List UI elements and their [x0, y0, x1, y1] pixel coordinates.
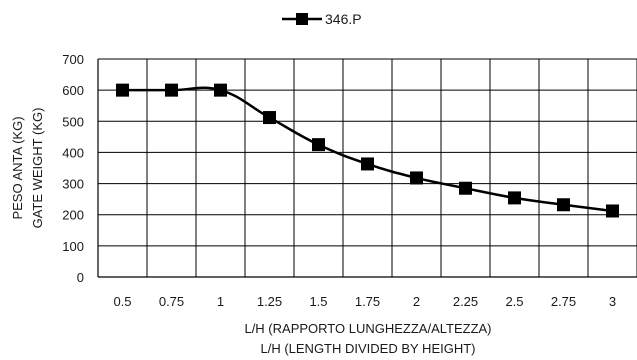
data-point-marker: [606, 204, 619, 218]
x-tick-label: 0.5: [113, 294, 131, 309]
y-tick-label: 200: [62, 208, 84, 223]
data-point-marker: [410, 171, 423, 185]
legend-marker-swatch: [296, 13, 308, 25]
x-axis-title-line2: L/H (LENGTH DIVIDED BY HEIGHT): [260, 341, 475, 356]
y-tick-label: 700: [62, 52, 84, 67]
data-point-marker: [165, 83, 178, 97]
x-tick-label: 1: [217, 294, 224, 309]
x-axis-title-line1: L/H (RAPPORTO LUNGHEZZA/ALTEZZA): [244, 321, 491, 336]
y-tick-label: 500: [62, 114, 84, 129]
plot-frame: [97, 59, 637, 278]
x-tick-label: 3: [609, 294, 616, 309]
data-point-marker: [263, 111, 276, 125]
data-point-marker: [312, 138, 325, 152]
x-tick-label: 1.5: [309, 294, 327, 309]
x-tick-label: 1.25: [257, 294, 282, 309]
x-tick-label: 2.5: [505, 294, 523, 309]
x-tick-label: 2.25: [453, 294, 478, 309]
series-346p: [116, 83, 619, 218]
y-tick-label: 100: [62, 239, 84, 254]
x-tick-labels: 0.5 0.75 1 1.25 1.5 1.75 2 2.25 2.5 2.75 3: [113, 294, 616, 309]
legend-entry-346p: 346.P: [325, 11, 362, 27]
y-tick-labels: 0 100 200 300 400 500 600 700: [62, 52, 84, 285]
y-tick-label: 400: [62, 145, 84, 160]
data-point-marker: [116, 83, 129, 97]
y-axis-title-line2: GATE WEIGHT (KG): [30, 108, 45, 229]
data-point-marker: [214, 83, 227, 97]
data-point-marker: [508, 191, 521, 205]
grid-lines: [97, 58, 637, 278]
x-tick-label: 2: [413, 294, 420, 309]
x-tick-label: 0.75: [159, 294, 184, 309]
data-point-marker: [361, 157, 374, 171]
x-tick-label: 2.75: [551, 294, 576, 309]
x-tick-label: 1.75: [355, 294, 380, 309]
y-tick-label: 300: [62, 177, 84, 192]
y-axis-title-line1: PESO ANTA (KG): [10, 116, 25, 219]
y-tick-label: 0: [77, 270, 84, 285]
legend: 346.P: [282, 11, 362, 27]
y-tick-label: 600: [62, 83, 84, 98]
data-point-marker: [557, 198, 570, 212]
data-point-marker: [459, 181, 472, 195]
